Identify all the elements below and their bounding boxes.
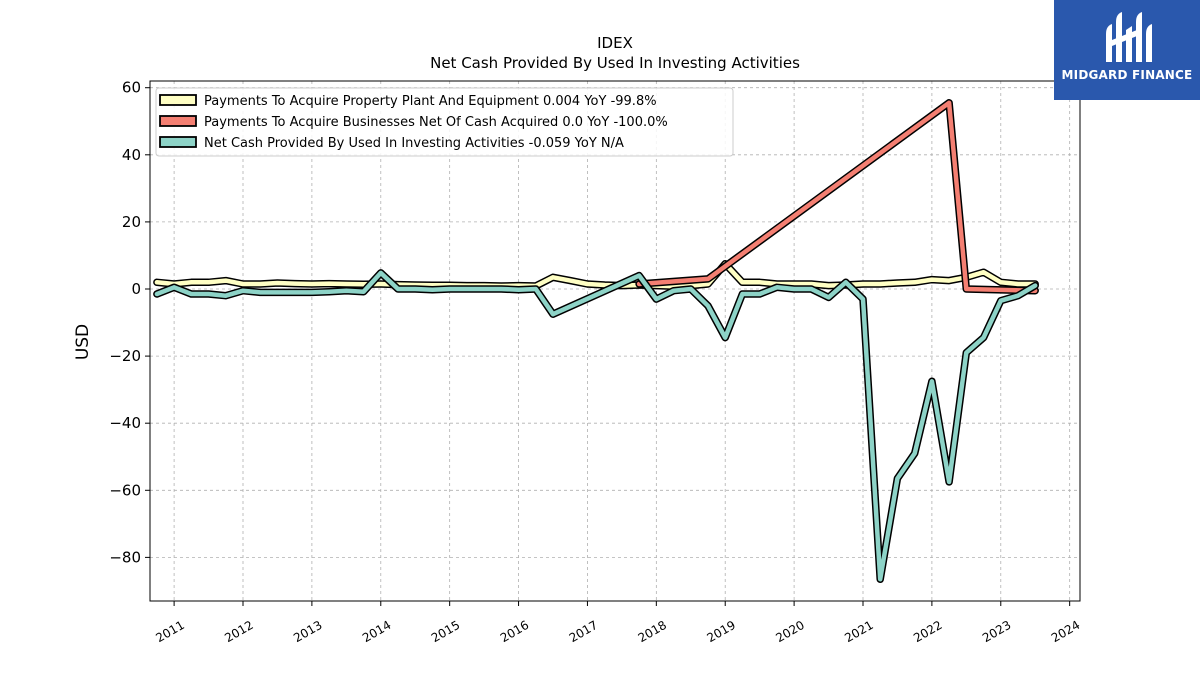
y-tick-label: −20	[109, 347, 141, 365]
series-line-1	[636, 100, 1038, 293]
y-tick-label: −40	[109, 414, 141, 432]
x-tick-label: 2017	[567, 618, 600, 645]
grid	[150, 81, 1080, 601]
x-tick-label: 2019	[704, 618, 737, 645]
chart-title: IDEX	[597, 34, 633, 52]
brand-name: MIDGARD FINANCE	[1061, 68, 1193, 82]
x-tick-label: 2020	[773, 618, 806, 645]
legend-swatch	[159, 115, 197, 127]
legend-entry: Net Cash Provided By Used In Investing A…	[204, 136, 624, 151]
series-line-2	[154, 270, 1038, 582]
legend-swatch	[159, 136, 197, 148]
series-layer	[153, 99, 1039, 583]
legend-swatch	[159, 94, 197, 106]
x-tick-label: 2018	[636, 618, 669, 645]
series-outline-2	[153, 269, 1039, 583]
legend-entry: Payments To Acquire Property Plant And E…	[204, 94, 657, 109]
chart-subtitle: Net Cash Provided By Used In Investing A…	[430, 54, 800, 72]
plot-frame	[149, 80, 1081, 602]
x-tick-label: 2013	[291, 618, 324, 645]
x-tick-label: 2016	[498, 618, 531, 645]
x-tick-label: 2021	[842, 618, 875, 645]
legend-box	[155, 87, 734, 157]
x-tick-label: 2023	[980, 618, 1013, 645]
x-tick-label: 2015	[429, 618, 462, 645]
x-tick-label: 2012	[222, 618, 255, 645]
y-axis-label: USD	[73, 324, 93, 360]
y-tick-label: −80	[109, 548, 141, 566]
y-tick-label: 60	[122, 79, 141, 97]
y-tick-label: 0	[131, 280, 141, 298]
series-line-0	[154, 261, 1038, 289]
x-tick-label: 2024	[1049, 618, 1082, 645]
x-tick-label: 2014	[360, 618, 393, 645]
x-tick-label: 2011	[153, 618, 186, 645]
brand-emblem-icon	[1106, 12, 1152, 62]
legend: Payments To Acquire Property Plant And E…	[155, 87, 734, 157]
brand-logo: MIDGARD FINANCE	[1054, 0, 1200, 100]
axis-ticks: 60 40 20 0 −20 −40 −60 −80 2011 2012 2013 2014 2015 2…	[109, 79, 1082, 646]
y-tick-label: 20	[122, 213, 141, 231]
legend-entry: Payments To Acquire Businesses Net Of Ca…	[204, 115, 668, 130]
y-tick-label: −60	[109, 481, 141, 499]
y-tick-label: 40	[122, 146, 141, 164]
x-tick-label: 2022	[911, 618, 944, 645]
